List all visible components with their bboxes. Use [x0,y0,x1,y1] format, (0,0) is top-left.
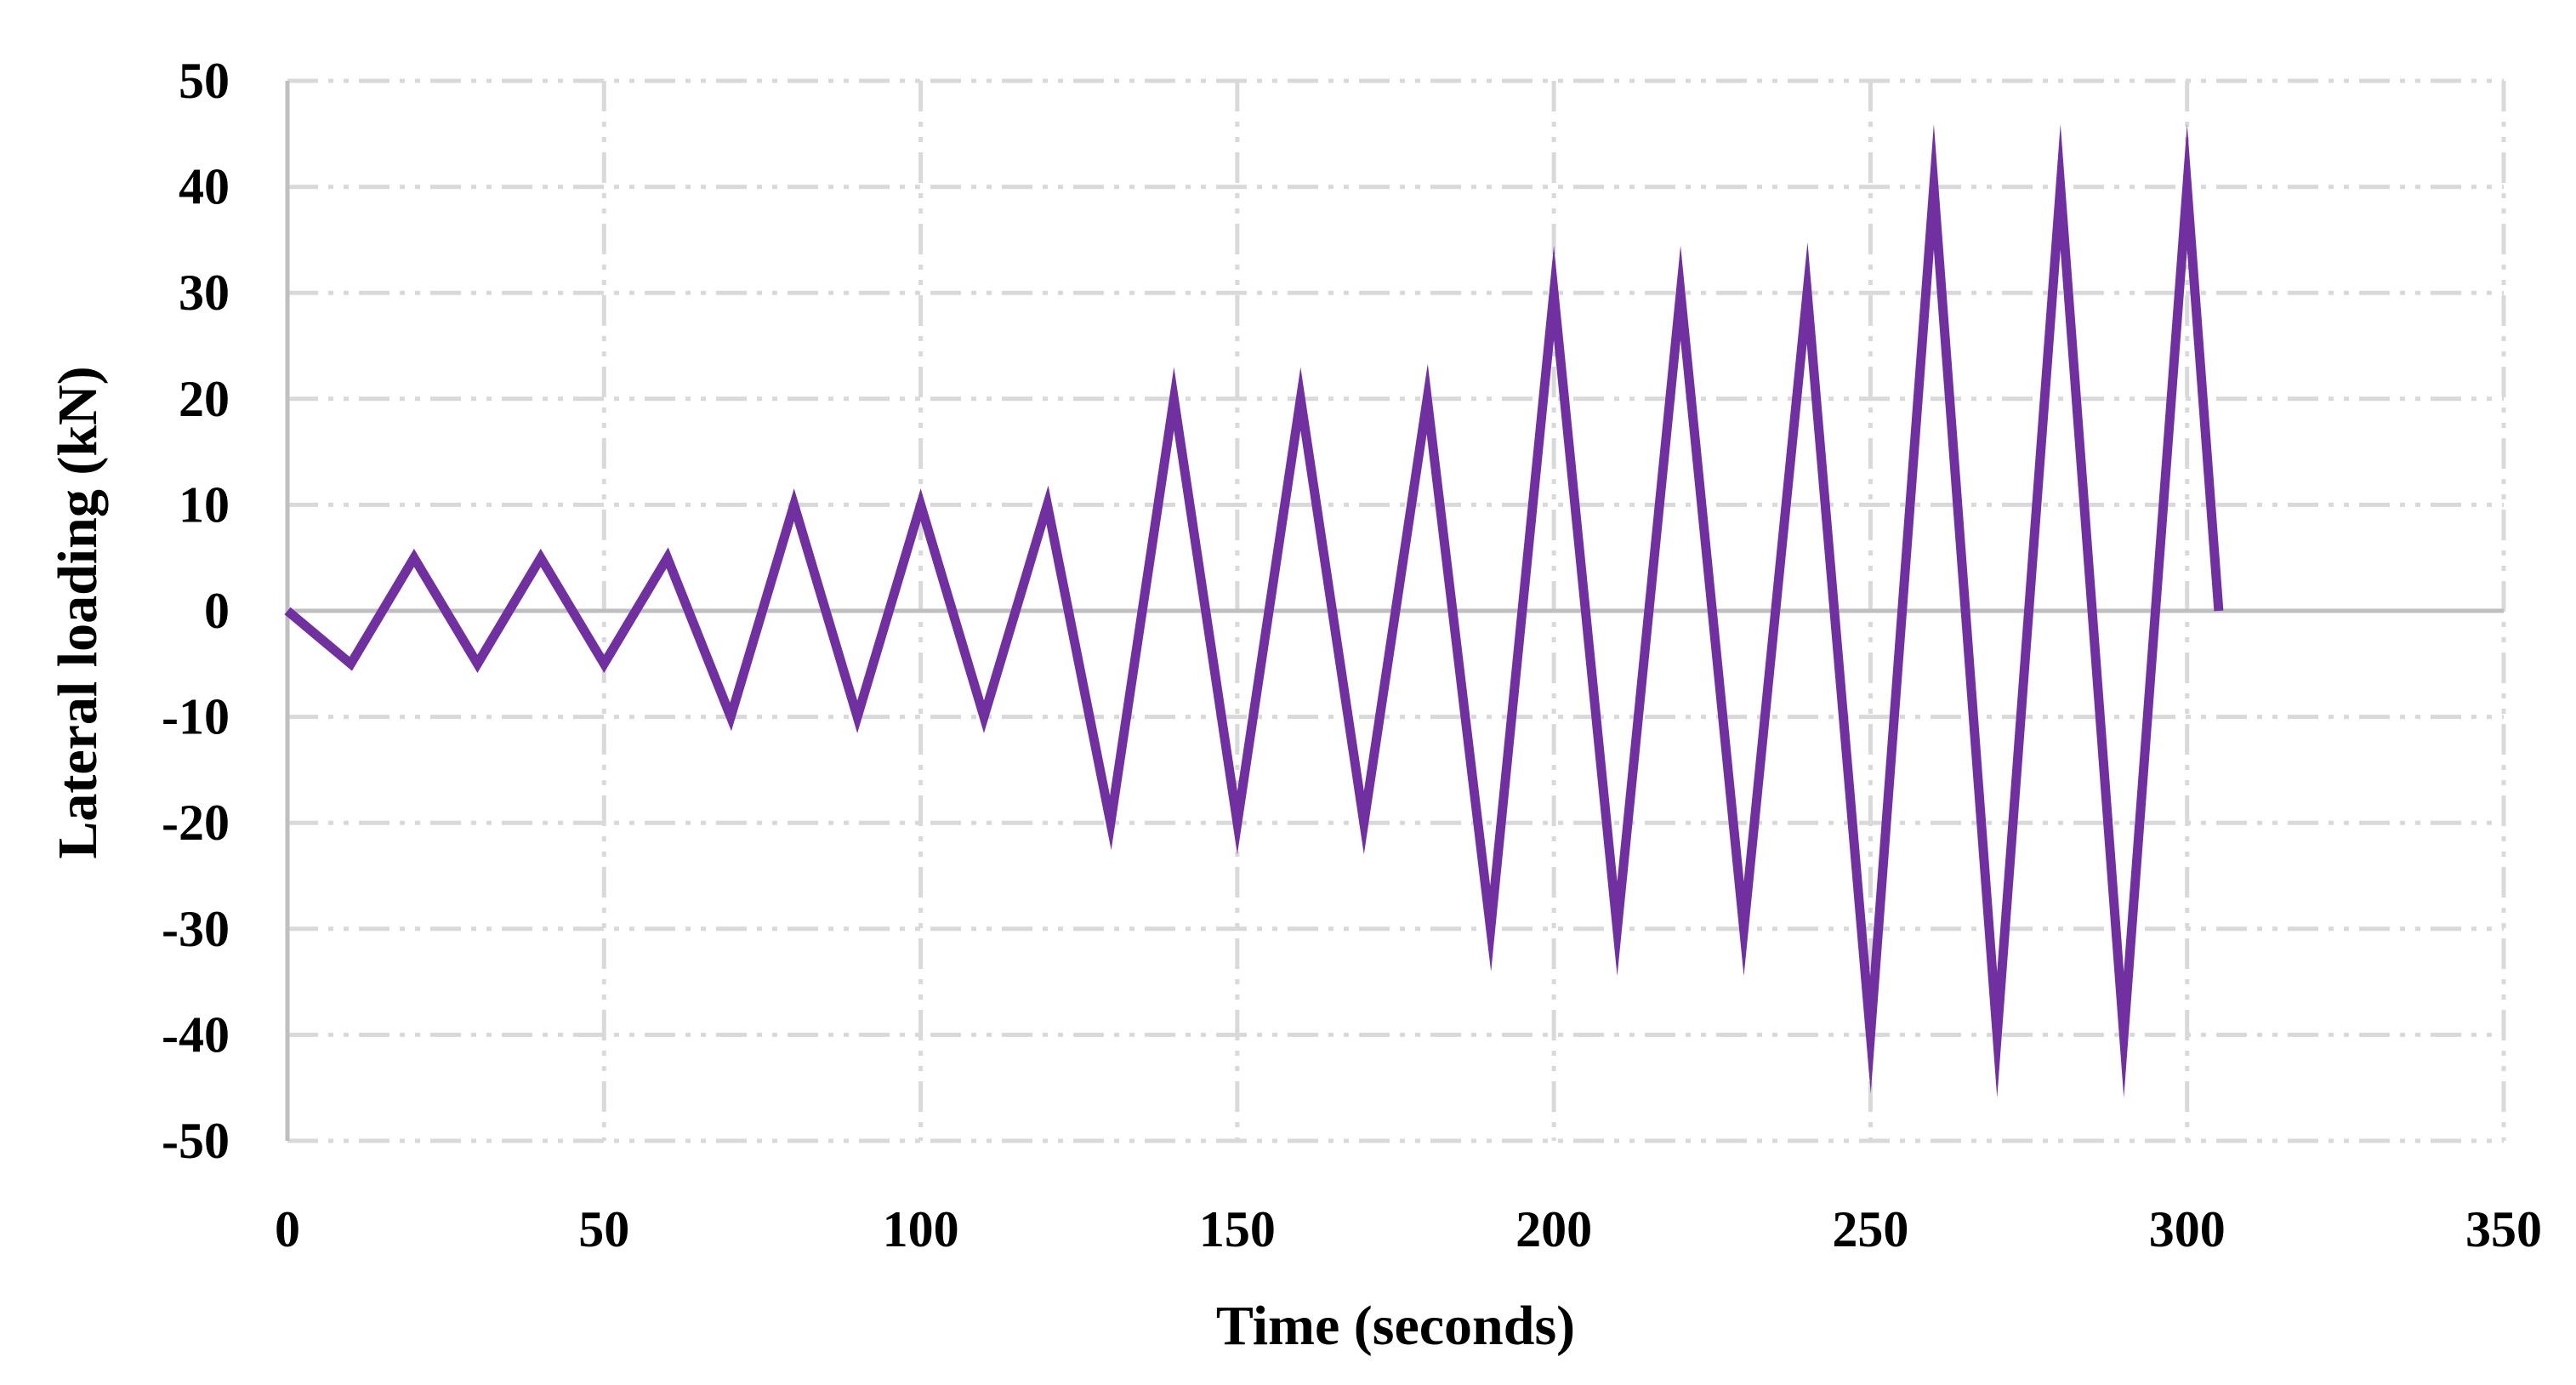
x-tick-label: 250 [1832,1201,1908,1257]
y-tick-label: -20 [162,795,230,851]
x-tick-label: 200 [1515,1201,1592,1257]
x-tick-label: 0 [275,1201,300,1257]
y-tick-label: 10 [179,476,230,533]
y-tick-label: -10 [162,689,230,745]
y-tick-label: 0 [204,583,230,639]
y-tick-label: -30 [162,901,230,957]
x-tick-label: 50 [578,1201,629,1257]
series-layer [284,123,2224,1098]
x-axis-title: Time (seconds) [1216,1295,1575,1357]
series-line [284,123,2224,1098]
x-tick-label: 350 [2465,1201,2542,1257]
y-tick-label: 20 [179,371,230,427]
x-tick-label: 300 [2149,1201,2226,1257]
y-tick-label: 40 [179,159,230,215]
y-tick-label: 30 [179,265,230,321]
y-axis-title: Lateral loading (kN) [47,366,109,858]
y-tick-label: -50 [162,1113,230,1169]
x-tick-label: 100 [883,1201,959,1257]
y-tick-label: -40 [162,1006,230,1063]
x-tick-label: 150 [1199,1201,1276,1257]
y-tick-label: 50 [179,53,230,109]
